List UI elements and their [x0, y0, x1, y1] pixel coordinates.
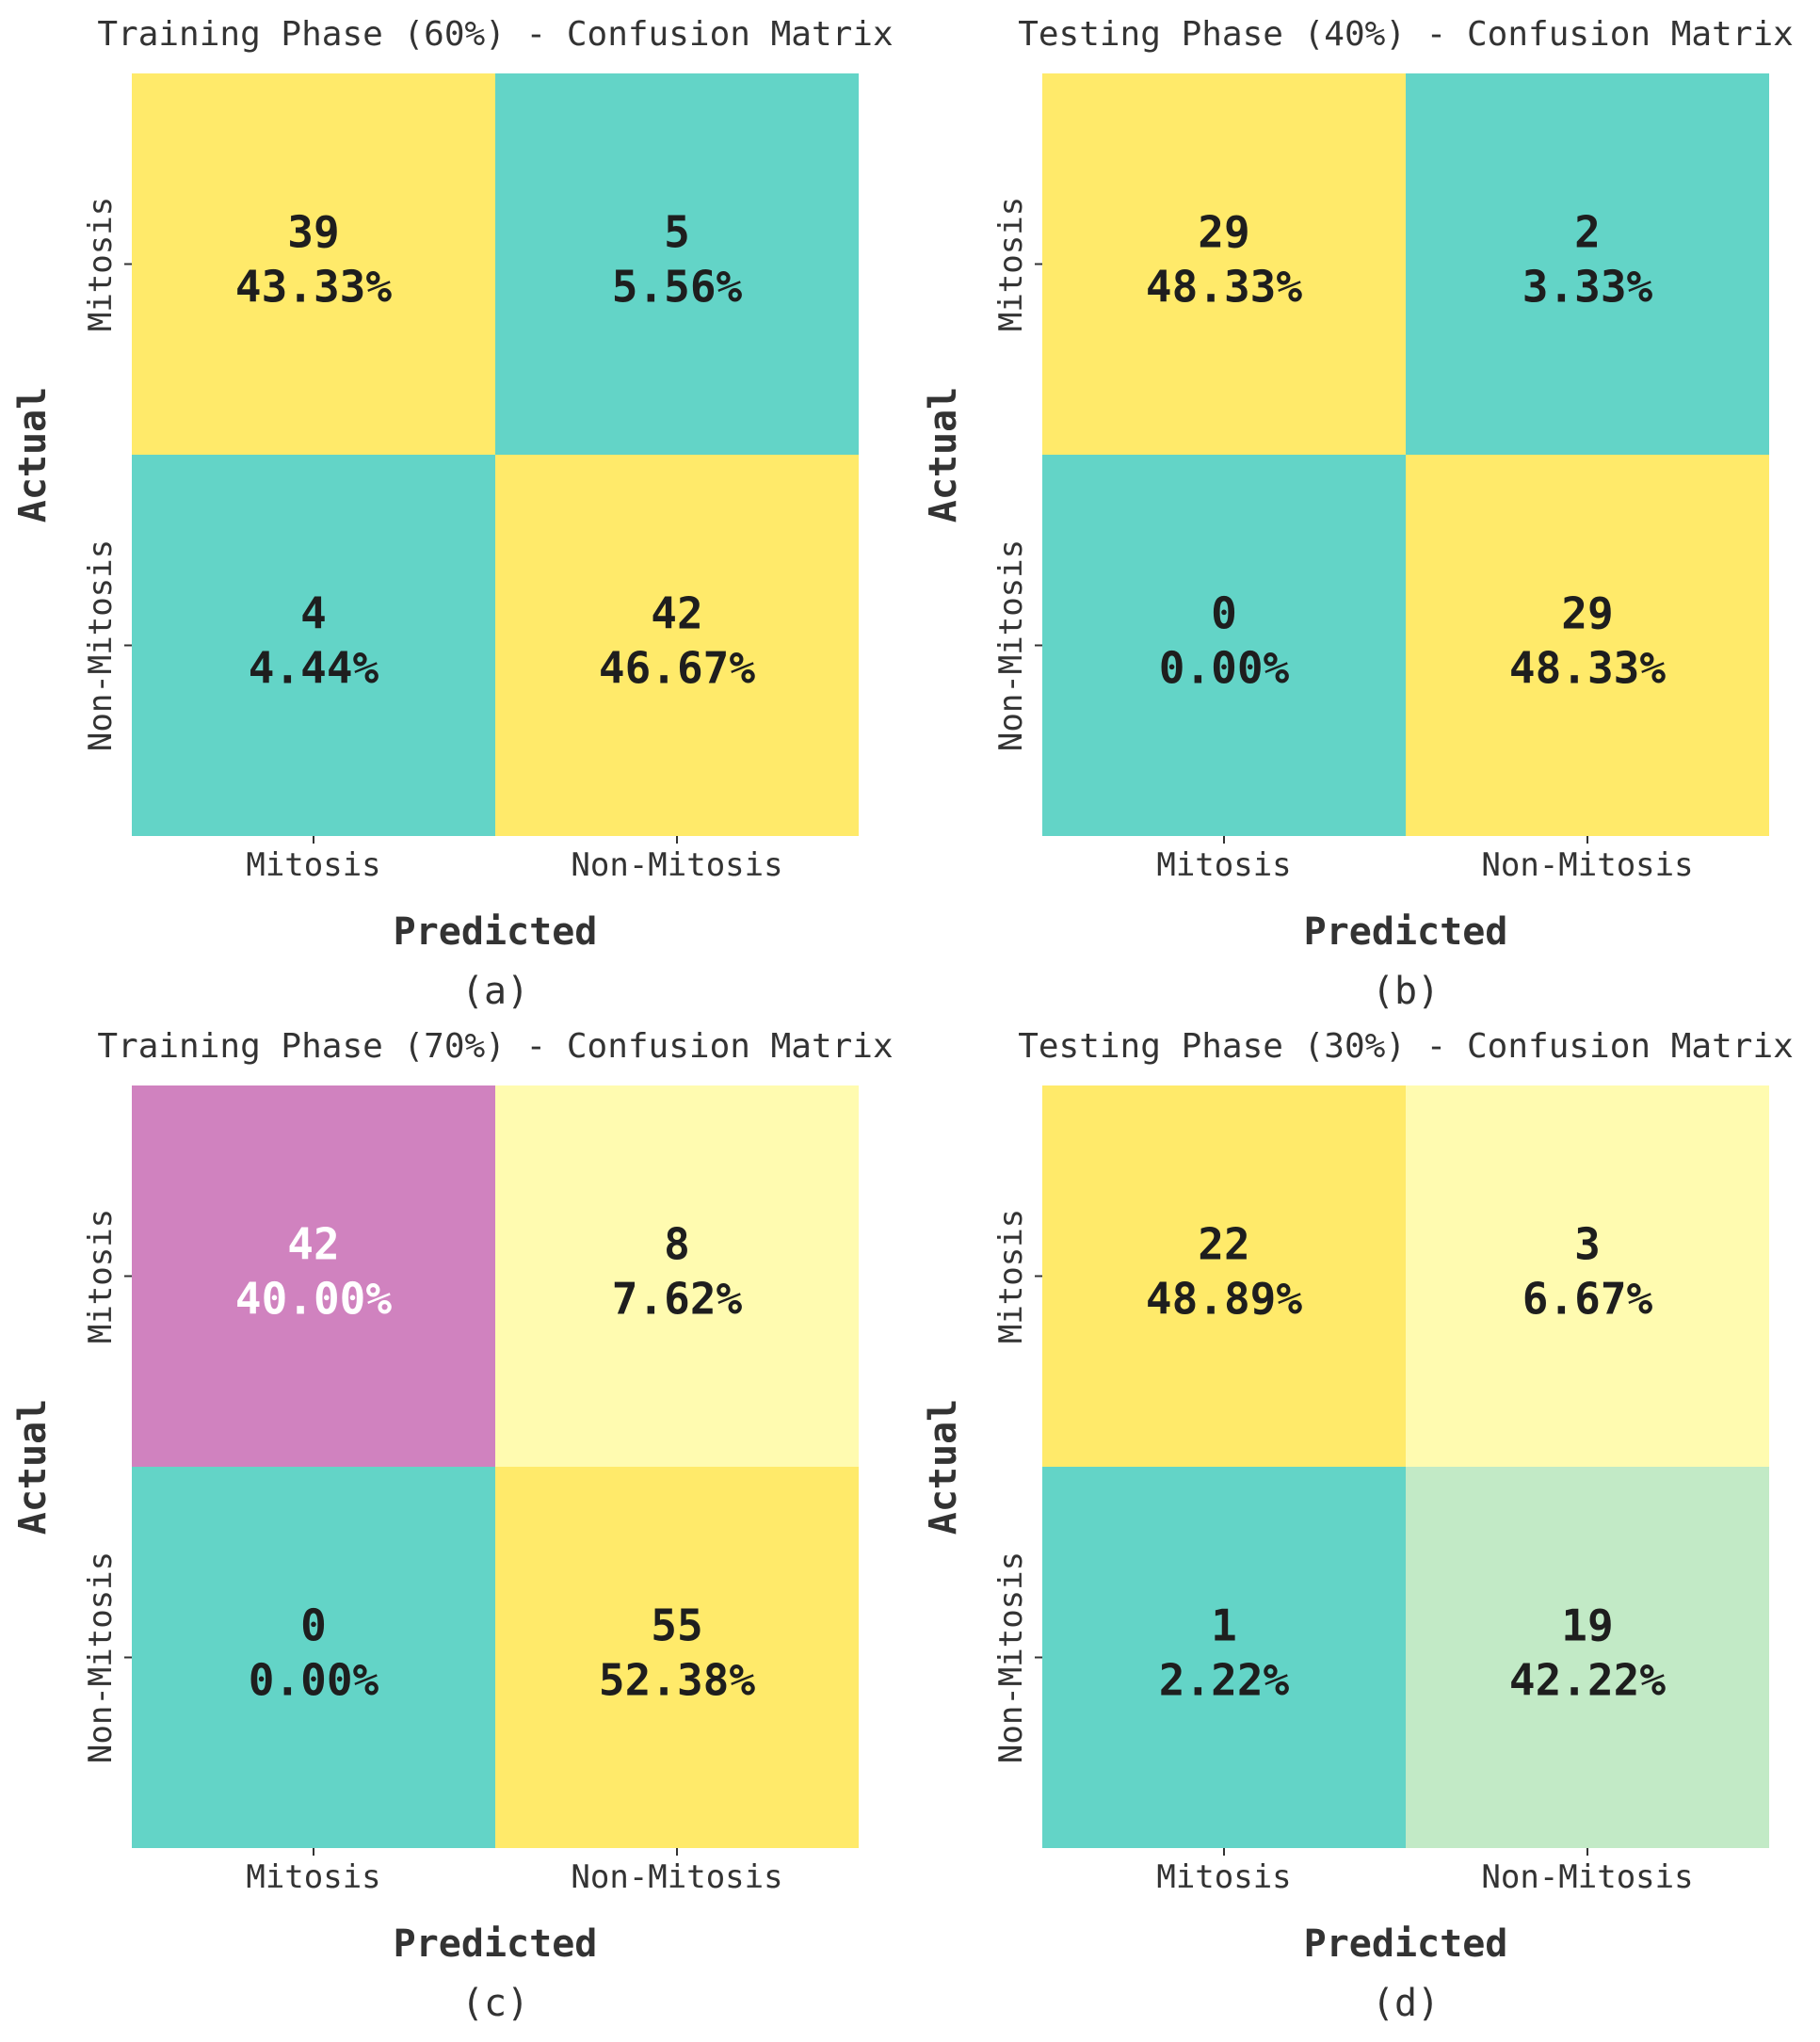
chart-title: Testing Phase (40%) - Confusion Matrix [1018, 15, 1794, 54]
x-axis-label: Predicted [1304, 1922, 1508, 1966]
x-axis-label: Predicted [394, 1922, 598, 1966]
heatmap-cell-non-mitosis-non-mitosis [495, 455, 859, 836]
confusion-matrix-panel-1: Training Phase (60%) - Confusion Matrix 3… [11, 15, 894, 1013]
cell-percentage-label: 48.89% [1146, 1274, 1302, 1325]
chart-title: Training Phase (70%) - Confusion Matrix [97, 1027, 893, 1066]
y-tick-label: Mitosis [82, 197, 120, 331]
panel-caption: (b) [1372, 970, 1440, 1013]
heatmap-cell-mitosis-mitosis [1042, 1085, 1406, 1467]
cell-percentage-label: 43.33% [235, 262, 392, 313]
cell-count-label: 0 [1211, 588, 1237, 639]
cell-percentage-label: 40.00% [235, 1274, 392, 1325]
y-tick-label: Non-Mitosis [82, 539, 120, 751]
y-axis-label: Actual [922, 1399, 965, 1536]
x-tick-label: Mitosis [1156, 846, 1291, 884]
heatmap-cell-non-mitosis-non-mitosis [495, 1467, 859, 1848]
cell-count-label: 29 [1198, 207, 1249, 258]
y-tick-label: Non-Mitosis [992, 1552, 1030, 1763]
cell-count-label: 42 [287, 1219, 339, 1270]
heatmap-cell-non-mitosis-mitosis [1042, 455, 1406, 836]
cell-percentage-label: 0.00% [1159, 643, 1290, 694]
y-tick-label: Non-Mitosis [82, 1552, 120, 1763]
cell-count-label: 8 [664, 1219, 690, 1270]
heatmap-cell-mitosis-non-mitosis [495, 1085, 859, 1467]
heatmap-cell-mitosis-non-mitosis [495, 73, 859, 455]
chart-title: Training Phase (60%) - Confusion Matrix [97, 15, 893, 54]
cell-percentage-label: 5.56% [612, 262, 743, 313]
cell-count-label: 19 [1561, 1600, 1613, 1651]
x-tick-label: Non-Mitosis [1481, 846, 1693, 884]
chart-title: Testing Phase (30%) - Confusion Matrix [1018, 1027, 1794, 1066]
x-tick-label: Non-Mitosis [571, 846, 782, 884]
cell-percentage-label: 3.33% [1522, 262, 1653, 313]
cell-count-label: 4 [300, 588, 327, 639]
x-tick-label: Mitosis [246, 1858, 380, 1896]
cell-percentage-label: 6.67% [1522, 1274, 1653, 1325]
cell-count-label: 0 [300, 1600, 327, 1651]
cell-count-label: 5 [664, 207, 690, 258]
cell-count-label: 22 [1198, 1219, 1249, 1270]
heatmap-cell-mitosis-mitosis [132, 73, 495, 455]
cell-percentage-label: 2.22% [1159, 1655, 1290, 1706]
panel-caption: (a) [461, 970, 529, 1013]
x-tick-label: Non-Mitosis [571, 1858, 782, 1896]
cell-percentage-label: 7.62% [612, 1274, 743, 1325]
cell-count-label: 1 [1211, 1600, 1237, 1651]
x-tick-label: Mitosis [246, 846, 380, 884]
confusion-matrix-panel-4: Testing Phase (30%) - Confusion Matrix 22… [922, 1027, 1794, 2025]
cell-percentage-label: 4.44% [249, 643, 379, 694]
panel-caption: (c) [461, 1982, 529, 2025]
y-tick-label: Mitosis [82, 1209, 120, 1343]
cell-percentage-label: 46.67% [599, 643, 755, 694]
cell-percentage-label: 42.22% [1509, 1655, 1666, 1706]
panel-caption: (d) [1372, 1982, 1440, 2025]
heatmap-cell-non-mitosis-non-mitosis [1406, 1467, 1769, 1848]
cell-count-label: 55 [651, 1600, 702, 1651]
heatmap-cell-mitosis-mitosis [132, 1085, 495, 1467]
y-axis-label: Actual [11, 1399, 55, 1536]
cell-count-label: 42 [651, 588, 702, 639]
cell-count-label: 2 [1574, 207, 1601, 258]
cell-percentage-label: 52.38% [599, 1655, 755, 1706]
cell-percentage-label: 48.33% [1146, 262, 1302, 313]
cell-percentage-label: 48.33% [1509, 643, 1666, 694]
cell-count-label: 3 [1574, 1219, 1601, 1270]
x-tick-label: Mitosis [1156, 1858, 1291, 1896]
y-tick-label: Non-Mitosis [992, 539, 1030, 751]
y-tick-label: Mitosis [992, 197, 1030, 331]
cell-percentage-label: 0.00% [249, 1655, 379, 1706]
cell-count-label: 29 [1561, 588, 1613, 639]
x-axis-label: Predicted [394, 910, 598, 954]
cell-count-label: 39 [287, 207, 339, 258]
y-tick-label: Mitosis [992, 1209, 1030, 1343]
heatmap-cell-non-mitosis-mitosis [1042, 1467, 1406, 1848]
confusion-matrix-panel-3: Training Phase (70%) - Confusion Matrix 4… [11, 1027, 894, 2025]
y-axis-label: Actual [11, 387, 55, 523]
x-axis-label: Predicted [1304, 910, 1508, 954]
y-axis-label: Actual [922, 387, 965, 523]
heatmap-cell-non-mitosis-non-mitosis [1406, 455, 1769, 836]
heatmap-cell-mitosis-non-mitosis [1406, 73, 1769, 455]
heatmap-cell-mitosis-mitosis [1042, 73, 1406, 455]
heatmap-cell-mitosis-non-mitosis [1406, 1085, 1769, 1467]
heatmap-cell-non-mitosis-mitosis [132, 455, 495, 836]
heatmap-cell-non-mitosis-mitosis [132, 1467, 495, 1848]
x-tick-label: Non-Mitosis [1481, 1858, 1693, 1896]
confusion-matrix-panel-2: Testing Phase (40%) - Confusion Matrix 29… [922, 15, 1794, 1013]
